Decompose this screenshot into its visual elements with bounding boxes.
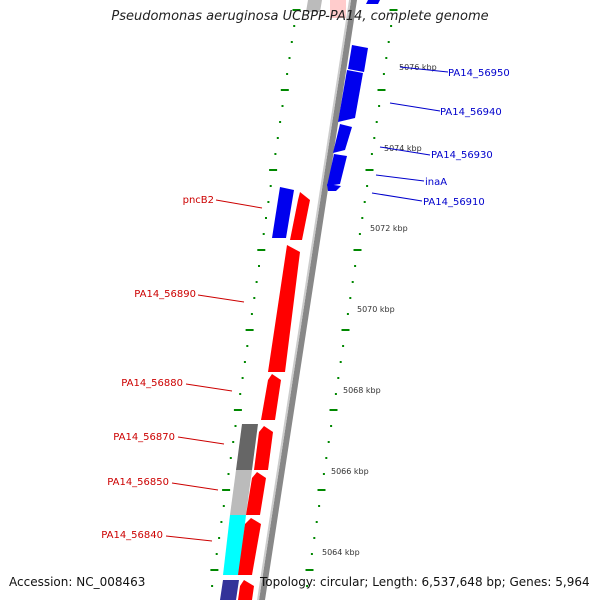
scale-label: 5064 kbp — [322, 548, 360, 557]
leader-line-PA14_56880 — [185, 383, 233, 392]
gene-inaA — [327, 154, 347, 186]
map-title: Pseudomonas aeruginosa UCBPP-PA14, compl… — [111, 9, 489, 24]
gene-PA14_56850 — [246, 472, 266, 515]
leader-line-PA14_56890 — [197, 294, 245, 303]
scale-label: 5076 kbp — [399, 63, 437, 72]
gene-PA14_56890 — [268, 245, 300, 372]
gene-label-PA14_56950: PA14_56950 — [448, 68, 510, 79]
gene-PA14_56840 — [238, 518, 261, 575]
leader-line-PA14_56870 — [177, 436, 225, 445]
gc-segment-top — [306, 0, 322, 12]
scale-label: 5068 kbp — [343, 386, 381, 395]
gc-segment-navy — [220, 580, 239, 600]
gene-pncB2-rev — [272, 187, 294, 238]
gc-segment-dark — [236, 424, 258, 470]
scale-label: 5072 kbp — [370, 224, 408, 233]
leader-line-PA14_56840 — [165, 535, 213, 542]
gene-label-PA14_56870: PA14_56870 — [113, 432, 175, 443]
gene-PA14_56950 — [348, 45, 368, 72]
gene-reverse-top — [366, 0, 380, 4]
leader-line-PA14_56850 — [171, 482, 219, 491]
accession-label: Accession: NC_008463 — [9, 575, 146, 589]
gene-label-PA14_56890: PA14_56890 — [134, 289, 196, 300]
gene-PA14_56940 — [338, 70, 363, 122]
gene-label-PA14_56850: PA14_56850 — [107, 477, 169, 488]
leader-line-PA14_56950 — [399, 66, 449, 73]
gene-pncB2 — [290, 192, 310, 240]
scale-label: 5074 kbp — [384, 144, 422, 153]
topology-label: Topology: circular; Length: 6,537,648 bp… — [260, 575, 590, 589]
gc-top-segment — [330, 0, 346, 18]
gene-label-PA14_56910: PA14_56910 — [423, 197, 485, 208]
scale-label: 5070 kbp — [357, 305, 395, 314]
gene-PA14_56880 — [261, 374, 281, 420]
gc-segment-light — [230, 470, 252, 515]
gene-PA14_56930 — [333, 124, 352, 153]
gene-label-PA14_56840: PA14_56840 — [101, 530, 163, 541]
leader-line-PA14_56930 — [379, 146, 431, 156]
leader-line-PA14_56910 — [371, 192, 423, 202]
leader-line-pncB2 — [215, 199, 263, 209]
leader-line-inaA — [375, 174, 425, 182]
backbone-track-highlight — [257, 0, 351, 600]
gene-label-PA14_56880: PA14_56880 — [121, 378, 183, 389]
gene-forward-bottom — [238, 580, 254, 600]
scale-ticks — [210, 9, 398, 587]
gene-PA14_56870 — [254, 426, 273, 470]
backbone-track — [259, 0, 357, 600]
scale-label: 5066 kbp — [331, 467, 369, 476]
gene-label-PA14_56940: PA14_56940 — [440, 107, 502, 118]
leader-line-PA14_56940 — [389, 102, 441, 112]
gene-label-PA14_56930: PA14_56930 — [431, 150, 493, 161]
gene-label-inaA: inaA — [425, 177, 447, 188]
gene-PA14_56910 — [327, 184, 341, 191]
gene-label-pncB2: pncB2 — [183, 195, 214, 206]
